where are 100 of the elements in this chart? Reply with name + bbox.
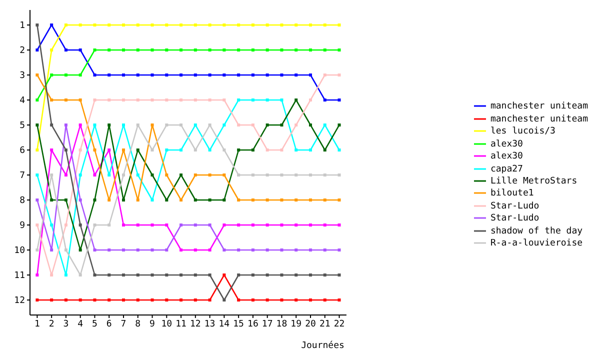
point (50, 248, 54, 252)
point (323, 24, 326, 26)
point (64, 198, 68, 202)
point (266, 298, 269, 302)
point (194, 174, 197, 176)
point (251, 298, 254, 302)
point (323, 174, 326, 176)
point (78, 198, 82, 202)
point (108, 148, 111, 152)
point (280, 174, 284, 176)
point (50, 274, 54, 276)
point (208, 174, 212, 176)
point (338, 98, 341, 102)
point (222, 98, 226, 102)
point (36, 48, 39, 52)
point (323, 98, 326, 102)
point (165, 148, 168, 152)
point (136, 274, 140, 276)
legend-label: manchester uniteam (490, 114, 588, 124)
point (294, 98, 298, 102)
point (208, 124, 212, 126)
point (136, 148, 140, 152)
legend-label: capa27 (490, 164, 523, 174)
point (64, 274, 68, 276)
point (78, 174, 82, 176)
point (338, 74, 341, 76)
point (194, 48, 197, 52)
point (222, 174, 226, 176)
point (194, 248, 197, 252)
point (266, 24, 269, 26)
point (323, 74, 326, 76)
point (237, 48, 240, 52)
point (165, 98, 168, 102)
x-tick-label: 20 (305, 319, 316, 330)
point (251, 224, 254, 226)
point (323, 148, 326, 152)
point (180, 74, 183, 76)
point (237, 24, 240, 26)
point (64, 298, 68, 302)
point (93, 24, 96, 26)
point (93, 198, 96, 202)
point (93, 148, 96, 152)
point (180, 224, 183, 226)
point (180, 174, 183, 176)
point (180, 48, 183, 52)
point (194, 74, 197, 76)
point (266, 148, 269, 152)
point (165, 24, 168, 26)
point (180, 148, 183, 152)
point (108, 198, 111, 202)
point (294, 174, 298, 176)
point (237, 224, 240, 226)
point (78, 74, 82, 76)
point (136, 298, 140, 302)
point (280, 124, 284, 126)
point (280, 24, 284, 26)
point (64, 98, 68, 102)
y-tick-label: 11 (14, 271, 25, 282)
point (208, 274, 212, 276)
x-tick-label: 3 (63, 319, 69, 330)
point (93, 124, 96, 126)
point (136, 124, 140, 126)
point (280, 224, 284, 226)
point (36, 148, 39, 152)
point (36, 74, 39, 76)
point (93, 98, 96, 102)
point (237, 74, 240, 76)
point (294, 124, 298, 126)
point (50, 98, 54, 102)
x-axis-title: Journées (301, 340, 344, 350)
point (208, 24, 212, 26)
y-tick-label: 2 (20, 46, 25, 56)
point (50, 124, 54, 126)
point (323, 198, 326, 202)
point (108, 124, 111, 126)
point (64, 124, 68, 126)
point (266, 74, 269, 76)
point (78, 24, 82, 26)
point (222, 198, 226, 202)
x-tick-label: 8 (135, 319, 141, 330)
point (150, 124, 154, 126)
x-tick-label: 5 (92, 319, 98, 330)
line-series (36, 24, 341, 302)
legend-label: alex30 (490, 139, 523, 150)
point (222, 274, 226, 276)
point (150, 48, 154, 52)
x-tick-label: 16 (248, 319, 258, 330)
point (36, 98, 39, 102)
point (208, 224, 212, 226)
point (251, 48, 254, 52)
point (208, 248, 212, 252)
x-tick-label: 22 (334, 319, 345, 330)
point (150, 298, 154, 302)
point (50, 224, 54, 226)
point (237, 124, 240, 126)
legend-label: alex30 (490, 152, 523, 162)
point (280, 248, 284, 252)
x-tick-label: 19 (290, 319, 302, 330)
point (180, 24, 183, 26)
point (294, 24, 298, 26)
